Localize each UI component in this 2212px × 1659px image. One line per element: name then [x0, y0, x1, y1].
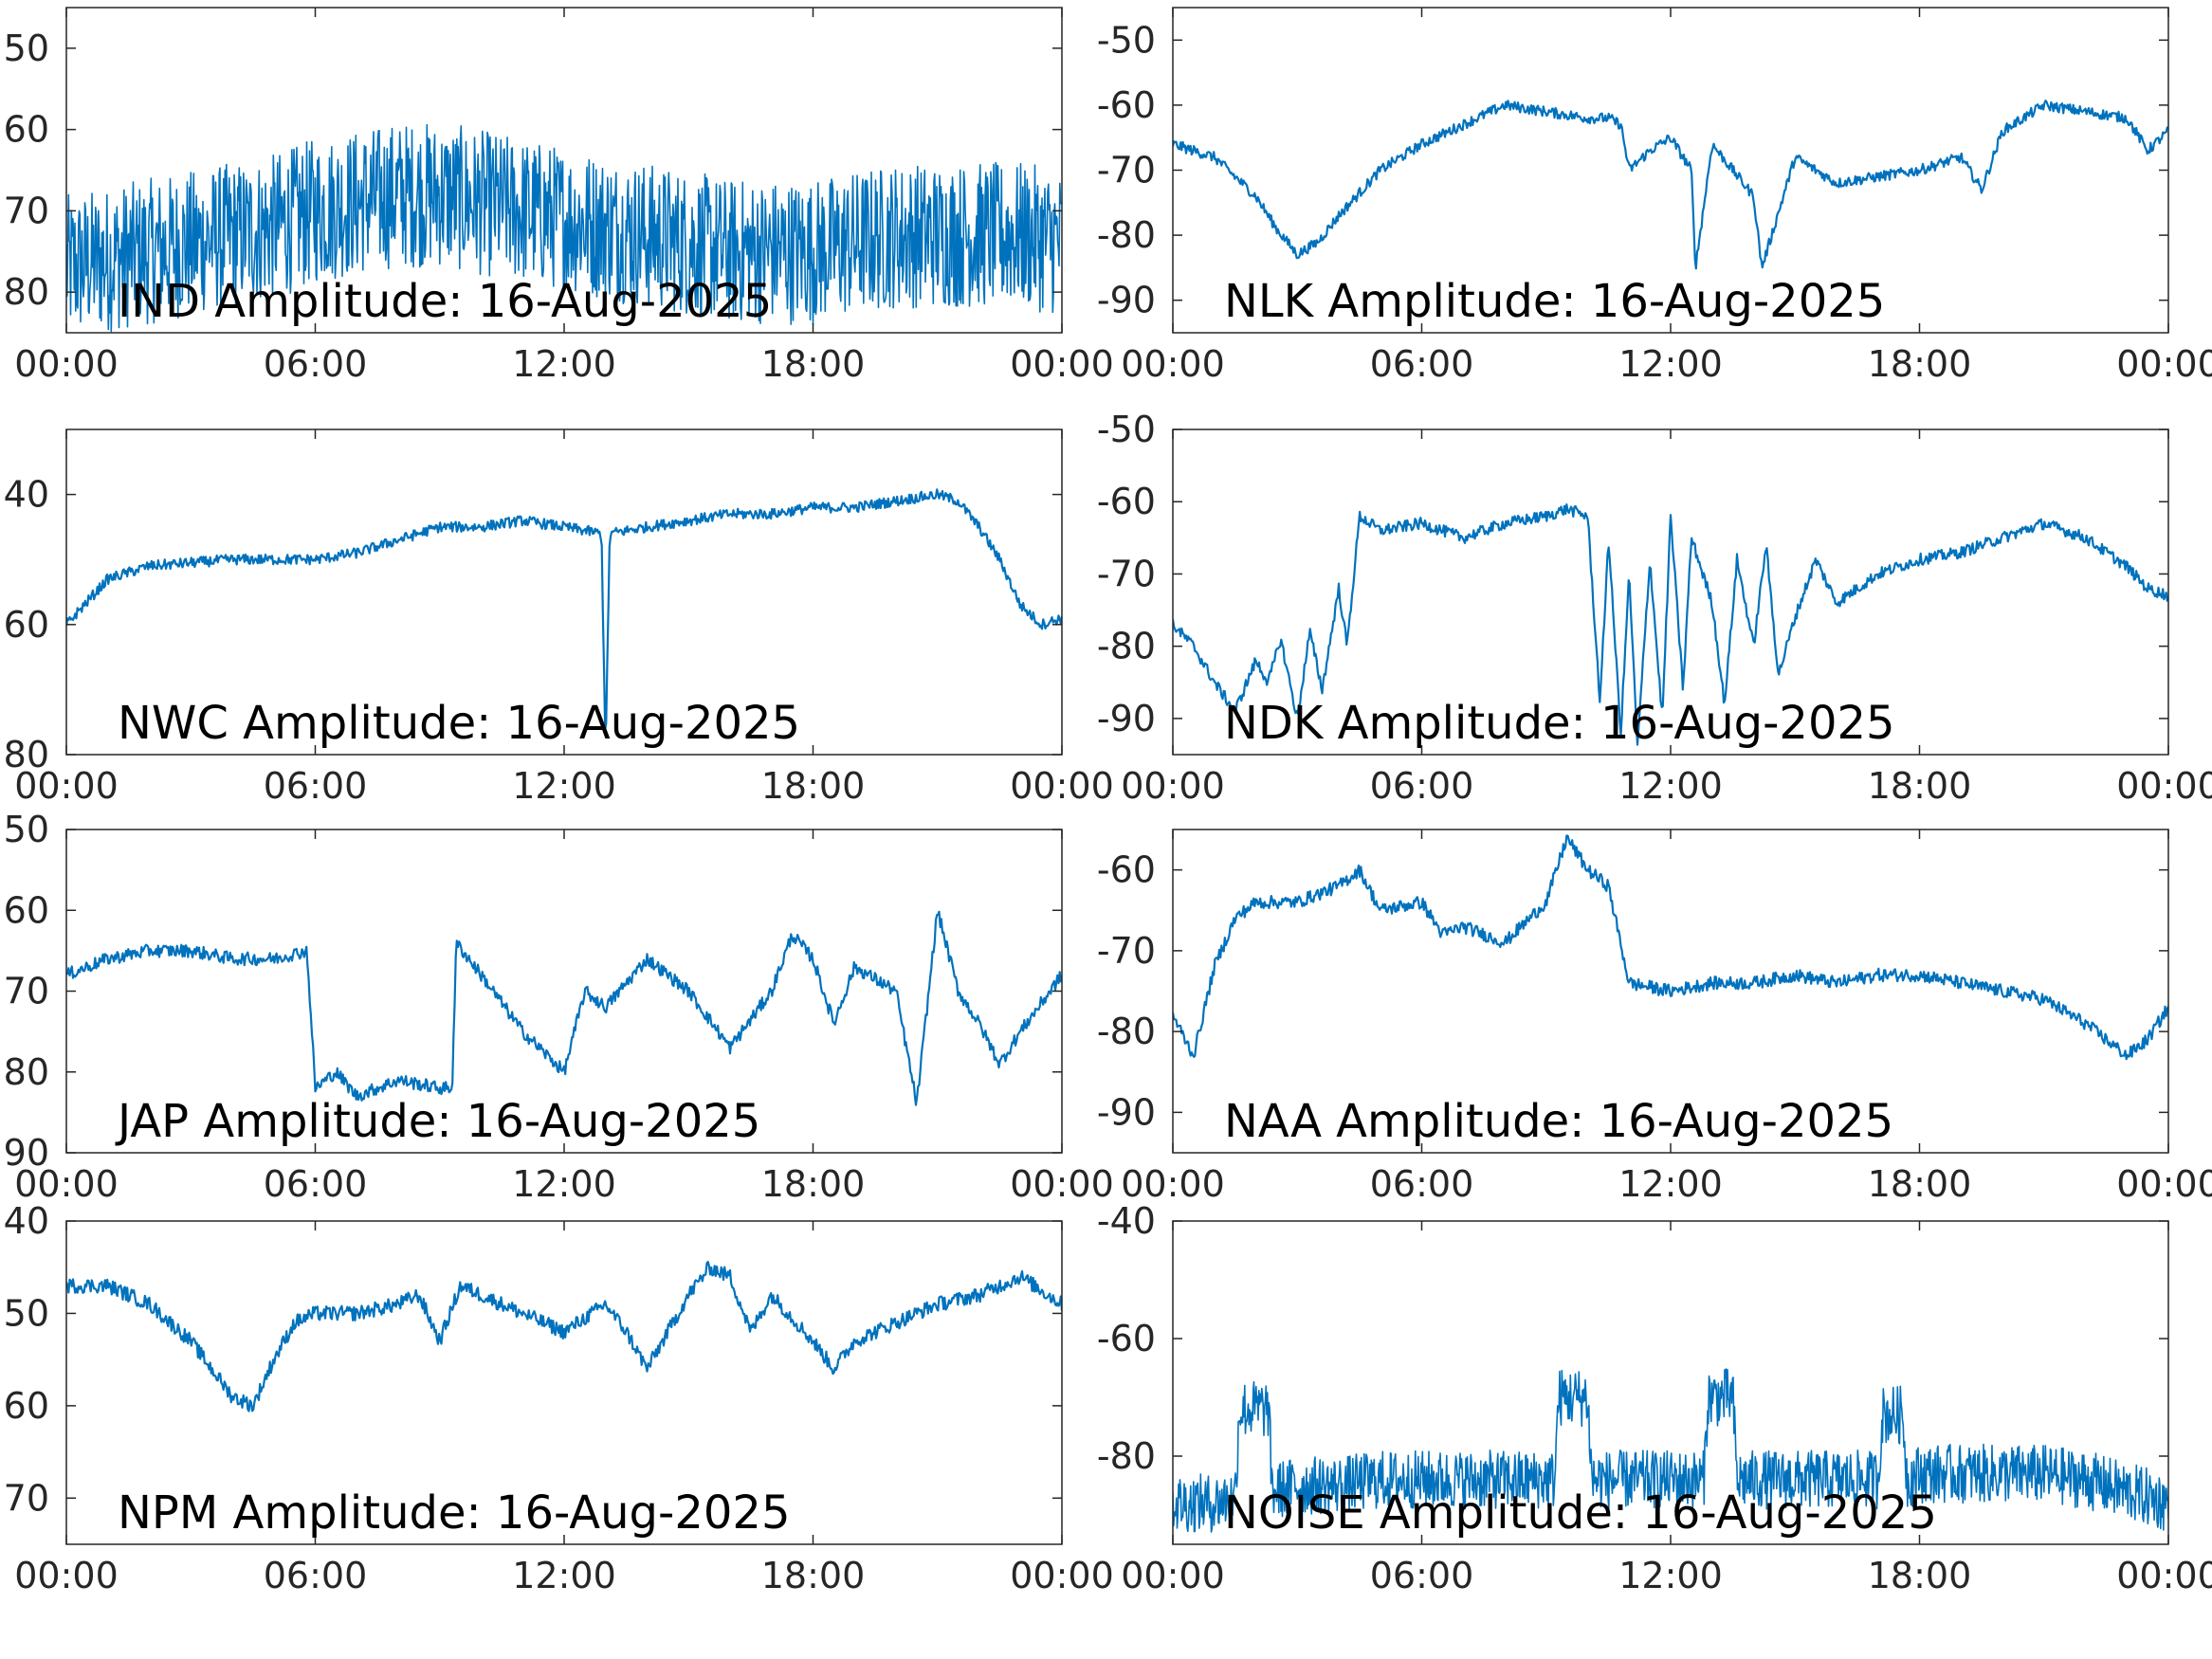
chart-panel: 00:00 06:00 12:00 18:00 00:00 40 50 60 70 NPM Amp…: [4, 1200, 1114, 1596]
series-line: [66, 488, 1062, 731]
chart-panel: 00:00 06:00 12:00 18:00 00:00 -50 -60 -70 -80 -90…: [1097, 7, 2212, 385]
y-tick-label: -60: [1097, 481, 1156, 522]
x-tick-label: 12:00: [1618, 1163, 1723, 1205]
y-tick-label: 60: [4, 1385, 49, 1427]
y-tick-label: 70: [4, 1477, 49, 1519]
y-tick-label: 50: [4, 1292, 49, 1334]
x-tick-label: 00:00: [1010, 1555, 1114, 1596]
x-tick-label: 12:00: [1618, 343, 1723, 385]
panel-title: NDK Amplitude: 16-Aug-2025: [1224, 697, 1895, 750]
x-tick-label: 00:00: [1121, 1163, 1225, 1205]
x-tick-label: 18:00: [1868, 343, 1972, 385]
x-tick-label: 12:00: [1618, 1555, 1723, 1596]
chart-panel: 00:00 06:00 12:00 18:00 00:00 40 60 80 NWC Ampli…: [4, 428, 1114, 807]
y-tick-label: -70: [1097, 150, 1156, 191]
x-tick-label: 00:00: [14, 343, 119, 385]
y-tick-label: -80: [1097, 214, 1156, 256]
panel-title: JAP Amplitude: 16-Aug-2025: [115, 1095, 760, 1148]
series-line: [66, 1261, 1062, 1413]
y-tick-label: 80: [4, 734, 49, 775]
panel-title: IND Amplitude: 16-Aug-2025: [118, 275, 772, 328]
y-tick-label: 90: [4, 1132, 49, 1174]
x-tick-label: 12:00: [512, 343, 616, 385]
y-tick-label: -50: [1097, 409, 1156, 450]
x-tick-label: 00:00: [2116, 1555, 2212, 1596]
y-tick-label: 60: [4, 889, 49, 931]
panel-title: NLK Amplitude: 16-Aug-2025: [1224, 275, 1885, 328]
x-tick-label: 00:00: [2116, 1163, 2212, 1205]
chart-panel: 00:00 06:00 12:00 18:00 00:00 50 60 70 80 IND Amp…: [4, 7, 1114, 385]
y-tick-label: -60: [1097, 84, 1156, 126]
x-tick-label: 18:00: [761, 343, 866, 385]
x-tick-label: 00:00: [1121, 1555, 1225, 1596]
y-tick-label: -80: [1097, 1435, 1156, 1477]
y-tick-label: -80: [1097, 626, 1156, 667]
y-tick-label: 40: [4, 474, 49, 516]
series-line: [1173, 503, 2168, 746]
y-tick-label: 60: [4, 109, 49, 151]
x-tick-label: 00:00: [1010, 343, 1114, 385]
chart-panel: 00:00 06:00 12:00 18:00 00:00 50 60 70 80 90 JAP A…: [4, 809, 1114, 1205]
series-line: [66, 910, 1062, 1106]
y-tick-label: 40: [4, 1200, 49, 1242]
y-tick-label: -70: [1097, 553, 1156, 594]
panel-title: NAA Amplitude: 16-Aug-2025: [1224, 1095, 1893, 1148]
y-tick-label: 80: [4, 1051, 49, 1093]
chart-panel: 00:00 06:00 12:00 18:00 00:00 -50 -60 -70 -80 -90…: [1097, 409, 2212, 807]
y-tick-label: -60: [1097, 1318, 1156, 1359]
x-tick-label: 18:00: [1868, 1163, 1972, 1205]
y-tick-label: -90: [1097, 698, 1156, 739]
x-tick-label: 06:00: [264, 765, 368, 807]
y-tick-label: 60: [4, 604, 49, 646]
y-tick-label: 50: [4, 27, 49, 69]
x-tick-label: 12:00: [512, 1555, 616, 1596]
y-tick-label: 50: [4, 809, 49, 850]
x-tick-label: 12:00: [512, 1163, 616, 1205]
x-tick-label: 00:00: [1010, 765, 1114, 807]
x-tick-label: 18:00: [1868, 765, 1972, 807]
x-tick-label: 00:00: [14, 765, 119, 807]
x-tick-label: 00:00: [14, 1555, 119, 1596]
series-line: [1173, 100, 2168, 270]
y-tick-label: -80: [1097, 1011, 1156, 1052]
y-tick-label: -70: [1097, 930, 1156, 972]
x-tick-label: 06:00: [1370, 1555, 1474, 1596]
x-tick-label: 18:00: [761, 765, 866, 807]
panel-title: NWC Amplitude: 16-Aug-2025: [118, 697, 800, 750]
x-tick-label: 18:00: [761, 1555, 866, 1596]
x-tick-label: 06:00: [264, 1163, 368, 1205]
x-tick-label: 06:00: [1370, 343, 1474, 385]
series-line: [1173, 834, 2168, 1061]
x-tick-label: 12:00: [1618, 765, 1723, 807]
x-tick-label: 00:00: [2116, 765, 2212, 807]
x-tick-label: 06:00: [1370, 1163, 1474, 1205]
series-line: [66, 123, 1062, 333]
y-tick-label: -90: [1097, 1091, 1156, 1133]
y-tick-label: -60: [1097, 849, 1156, 891]
y-tick-label: 80: [4, 271, 49, 313]
x-tick-label: 06:00: [264, 1555, 368, 1596]
x-tick-label: 06:00: [1370, 765, 1474, 807]
panel-title: NOISE Amplitude: 16-Aug-2025: [1224, 1486, 1937, 1540]
x-tick-label: 06:00: [264, 343, 368, 385]
series-line: [1173, 1368, 2168, 1533]
y-tick-label: 70: [4, 190, 49, 231]
y-tick-label: -50: [1097, 19, 1156, 61]
y-tick-label: -40: [1097, 1200, 1156, 1242]
x-tick-label: 00:00: [1121, 343, 1225, 385]
chart-panel: 00:00 06:00 12:00 18:00 00:00 -40 -60 -80 NOISE …: [1097, 1200, 2212, 1596]
y-tick-label: 70: [4, 971, 49, 1012]
x-tick-label: 00:00: [2116, 343, 2212, 385]
panel-title: NPM Amplitude: 16-Aug-2025: [118, 1486, 790, 1540]
chart-panel: 00:00 06:00 12:00 18:00 00:00 -60 -70 -80 -90 NAA…: [1097, 829, 2212, 1205]
x-tick-label: 18:00: [1868, 1555, 1972, 1596]
x-tick-label: 00:00: [1010, 1163, 1114, 1205]
x-tick-label: 12:00: [512, 765, 616, 807]
x-tick-label: 00:00: [14, 1163, 119, 1205]
x-tick-label: 00:00: [1121, 765, 1225, 807]
x-tick-label: 18:00: [761, 1163, 866, 1205]
y-tick-label: -90: [1097, 280, 1156, 321]
